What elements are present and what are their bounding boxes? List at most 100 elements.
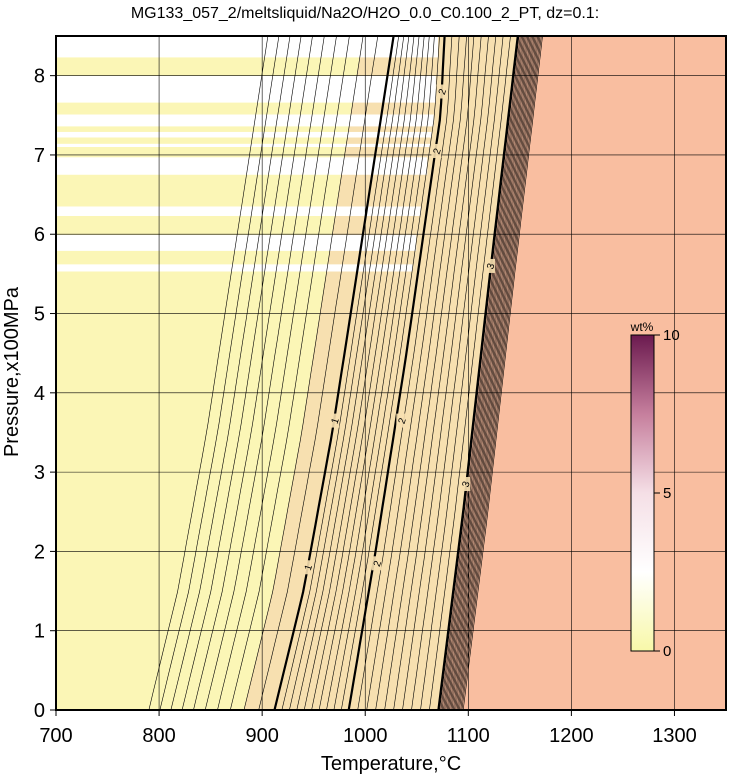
minor-contour xyxy=(375,36,467,710)
x-tick-label: 1100 xyxy=(447,725,490,747)
x-tick-label: 700 xyxy=(39,725,72,747)
plot-frame xyxy=(55,35,727,711)
minor-contour xyxy=(444,36,525,710)
minor-contour xyxy=(170,36,291,710)
minor-contour xyxy=(159,36,280,710)
contour-label: 3 xyxy=(461,480,473,489)
no-data-band xyxy=(56,131,432,138)
minor-contour xyxy=(326,36,430,710)
y-tick-label: 6 xyxy=(34,224,45,246)
minor-contour xyxy=(411,36,497,710)
y-axis-label: Pressure,x100MPa xyxy=(1,286,23,457)
contour-label-bg xyxy=(460,477,471,492)
y-ticks: 0 1 2 3 4 5 6 7 8 xyxy=(34,66,56,722)
no-data-band xyxy=(56,114,434,127)
minor-contour xyxy=(459,36,540,710)
y-tick-label: 4 xyxy=(34,383,45,405)
contour-label-bg xyxy=(371,556,382,571)
minor-contour xyxy=(193,36,313,710)
minor-contour xyxy=(230,36,350,710)
x-tick-label: 900 xyxy=(245,725,278,747)
colorbar-tick-label: 10 xyxy=(663,327,680,344)
minor-contour xyxy=(384,36,475,710)
contour-labels: 1 1 2 2 2 2 3 3 xyxy=(302,84,498,575)
x-tick-label: 1000 xyxy=(343,725,388,747)
minor-contour xyxy=(456,36,537,710)
contour-label: 1 xyxy=(303,563,315,572)
no-data-band xyxy=(56,264,413,272)
colorbar-tick-label: 0 xyxy=(663,643,671,660)
colorbar: wt% 0 5 10 xyxy=(630,320,680,660)
minor-contour xyxy=(311,36,420,710)
minor-contour xyxy=(402,36,489,710)
contour-label: 1 xyxy=(330,416,342,425)
minor-contour xyxy=(429,36,511,710)
x-tick-label: 1200 xyxy=(549,725,594,747)
minor-contour xyxy=(289,36,405,710)
x-axis-label: Temperature,°C xyxy=(321,753,461,775)
minor-contour xyxy=(449,36,530,710)
colorbar-gradient xyxy=(630,334,655,652)
minor-contour xyxy=(453,36,533,710)
contour-label-bg xyxy=(436,84,447,99)
minor-contour xyxy=(439,36,520,710)
contour-label: 2 xyxy=(432,147,444,156)
minor-contour xyxy=(441,36,522,710)
minor-contour xyxy=(460,36,541,710)
minor-contour xyxy=(217,36,337,710)
x-tick-label: 1300 xyxy=(652,725,697,747)
minor-contour xyxy=(303,36,415,710)
minor-contour xyxy=(443,36,523,710)
minor-contour xyxy=(333,36,435,710)
minor-contour xyxy=(448,36,528,710)
minor-contour xyxy=(455,36,536,710)
y-tick-label: 1 xyxy=(34,621,45,643)
x-tick-label: 800 xyxy=(142,725,175,747)
minor-contour xyxy=(243,36,364,710)
minor-contour xyxy=(446,36,527,710)
minor-contour xyxy=(148,36,269,710)
no-data-band xyxy=(56,75,436,103)
y-tick-label: 7 xyxy=(34,145,45,167)
minor-contour xyxy=(357,36,453,710)
minor-contour xyxy=(461,36,542,710)
contour-label-bg xyxy=(302,560,313,575)
minor-contour xyxy=(462,36,543,710)
minor-contour xyxy=(204,36,325,710)
colorbar-tick-label: 5 xyxy=(663,485,671,502)
contour-label-bg xyxy=(431,143,442,158)
contour-label-bg xyxy=(329,413,340,428)
minor-contour xyxy=(457,36,538,710)
contour-lines xyxy=(148,36,543,710)
minor-contour xyxy=(420,36,504,710)
minor-contour xyxy=(450,36,531,710)
minor-contour xyxy=(366,36,460,710)
minor-contour xyxy=(181,36,302,710)
minor-contour xyxy=(440,36,521,710)
minor-contour xyxy=(258,36,379,710)
colorbar-unit: wt% xyxy=(630,320,654,334)
colorbar-ticks: 0 5 10 xyxy=(654,327,680,660)
minor-contour xyxy=(318,36,425,710)
no-data-band xyxy=(56,157,428,175)
no-data-band xyxy=(56,36,439,58)
x-ticks: 700 800 900 1000 1100 1200 1300 xyxy=(39,710,697,747)
minor-contour xyxy=(296,36,410,710)
contour-label: 2 xyxy=(372,559,384,568)
contour-label: 3 xyxy=(485,262,497,271)
y-tick-label: 5 xyxy=(34,304,45,326)
contour-label-bg xyxy=(396,413,407,428)
chart-title: MG133_057_2/meltsliquid/Na2O/H2O_0.0_C0.… xyxy=(131,5,599,22)
y-tick-label: 8 xyxy=(34,66,45,88)
y-tick-label: 0 xyxy=(34,700,45,722)
major-contour xyxy=(437,36,519,710)
no-data-band xyxy=(56,143,431,148)
minor-contour xyxy=(341,36,440,710)
contour-label: 2 xyxy=(397,416,409,425)
no-data-band xyxy=(56,206,421,216)
minor-contour xyxy=(281,36,399,710)
y-tick-label: 2 xyxy=(34,541,45,563)
major-contour xyxy=(273,36,395,710)
y-tick-label: 3 xyxy=(34,462,45,484)
